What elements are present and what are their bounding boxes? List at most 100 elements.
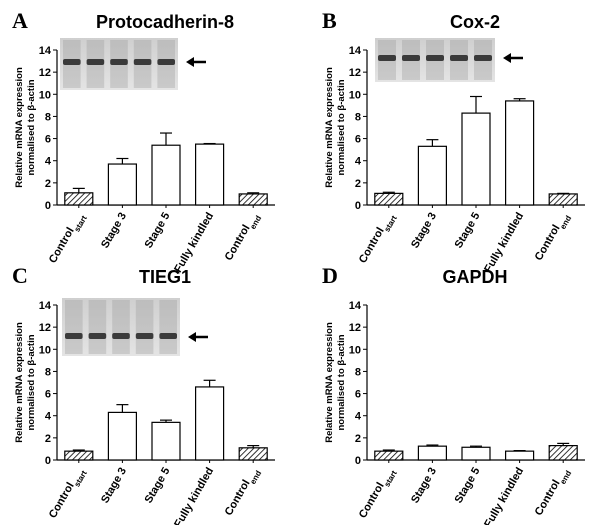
bar (238, 193, 268, 206)
y-tick-label: 2 (355, 433, 361, 445)
y-tick-label: 10 (39, 89, 51, 101)
x-tick-label: Controlstart (357, 210, 399, 267)
x-tick-label-subscript: start (72, 468, 89, 488)
y-tick-label: 4 (355, 411, 362, 423)
blot-image (62, 298, 180, 356)
bar (107, 163, 138, 206)
bar (461, 446, 491, 461)
blot-lane (159, 300, 177, 354)
panel-letter: C (12, 263, 28, 288)
x-tick-label: Stage 3 (99, 466, 129, 506)
bar (548, 193, 578, 206)
blot-band (450, 55, 468, 61)
x-tick-label-main: Control (533, 478, 563, 518)
x-tick-label: Fully kindled (172, 466, 216, 525)
y-tick-label: 8 (355, 366, 361, 378)
blot-band (133, 59, 152, 65)
x-tick-label: Controlend (533, 465, 573, 519)
x-tick-label-subscript: end (558, 214, 573, 231)
x-tick-label: Controlstart (47, 465, 89, 522)
x-tick-label: Controlend (223, 210, 263, 264)
blot-band (88, 333, 107, 339)
bar (461, 112, 491, 206)
y-tick-label: 14 (349, 300, 362, 312)
x-tick-label-main: Control (357, 481, 387, 521)
y-tick-label: 14 (349, 45, 362, 57)
y-axis-label: Relative mRNA expression (14, 67, 25, 188)
bar (548, 445, 578, 461)
y-tick-label: 10 (39, 344, 51, 356)
bar (107, 411, 138, 461)
y-tick-label: 10 (349, 89, 361, 101)
bar (374, 450, 404, 461)
y-tick-label: 10 (349, 344, 361, 356)
x-tick-label-main: Control (357, 226, 387, 266)
x-tick-label: Controlend (223, 465, 263, 519)
y-tick-label: 0 (355, 200, 361, 212)
y-tick-label: 0 (355, 455, 361, 467)
blot-band (110, 59, 128, 65)
chart-title: TIEG1 (139, 267, 191, 287)
blot-band (65, 333, 83, 339)
x-tick-label-subscript: end (558, 469, 573, 486)
x-tick-label-subscript: start (72, 213, 89, 233)
x-tick-label: Controlstart (357, 465, 399, 522)
x-tick-label-main: Control (47, 481, 77, 521)
y-tick-label: 6 (355, 389, 361, 401)
x-tick-label-subscript: end (248, 214, 263, 231)
y-tick-label: 2 (45, 178, 51, 190)
y-tick-label: 14 (39, 45, 52, 57)
bar (195, 386, 225, 461)
panel-letter: B (322, 8, 337, 33)
blot-band (135, 333, 154, 339)
blot-lane (112, 300, 130, 354)
chart-title: Protocadherin-8 (96, 12, 234, 32)
x-tick-label-main: Control (47, 226, 77, 266)
y-tick-label: 6 (45, 389, 51, 401)
y-axis-label: Relative mRNA expression (324, 322, 335, 443)
blot-band (426, 55, 444, 61)
blot-band (474, 55, 492, 61)
bar (417, 145, 447, 206)
bar (374, 192, 404, 206)
y-tick-label: 6 (45, 134, 51, 146)
y-tick-label: 4 (45, 411, 52, 423)
y-tick-label: 2 (45, 433, 51, 445)
bar (505, 450, 535, 461)
chart-title: Cox-2 (450, 12, 500, 32)
x-tick-label: Stage 3 (99, 211, 129, 251)
arrow-head (503, 53, 511, 63)
x-tick-label: Stage 5 (453, 211, 483, 251)
x-tick-label: Fully kindled (482, 466, 526, 525)
panel-letter: D (322, 263, 338, 288)
x-tick-label: Controlstart (47, 210, 89, 267)
blot-band (112, 333, 130, 339)
arrow-head (188, 332, 196, 342)
y-axis-label: normalised to β-actin (26, 79, 37, 175)
y-tick-label: 4 (45, 156, 52, 168)
y-tick-label: 12 (39, 67, 51, 79)
blot-lane (135, 300, 154, 354)
y-tick-label: 0 (45, 455, 51, 467)
y-tick-label: 14 (39, 300, 52, 312)
x-tick-label: Controlend (533, 210, 573, 264)
blot-band (378, 55, 396, 61)
bar (505, 100, 535, 206)
y-axis-label: normalised to β-actin (336, 334, 347, 430)
y-tick-label: 0 (45, 200, 51, 212)
blot-band (159, 333, 177, 339)
panel-letter: A (12, 8, 28, 33)
blot-lane (65, 300, 83, 354)
x-tick-label-subscript: start (382, 213, 399, 233)
y-axis-label: Relative mRNA expression (14, 322, 25, 443)
y-tick-label: 4 (355, 156, 362, 168)
y-tick-label: 8 (45, 366, 51, 378)
x-tick-label: Stage 5 (453, 466, 483, 506)
x-tick-label-main: Control (533, 223, 563, 263)
bar (64, 450, 94, 461)
y-axis-label: normalised to β-actin (336, 79, 347, 175)
bar (151, 421, 181, 461)
bar (195, 143, 225, 206)
y-axis-label: Relative mRNA expression (324, 67, 335, 188)
